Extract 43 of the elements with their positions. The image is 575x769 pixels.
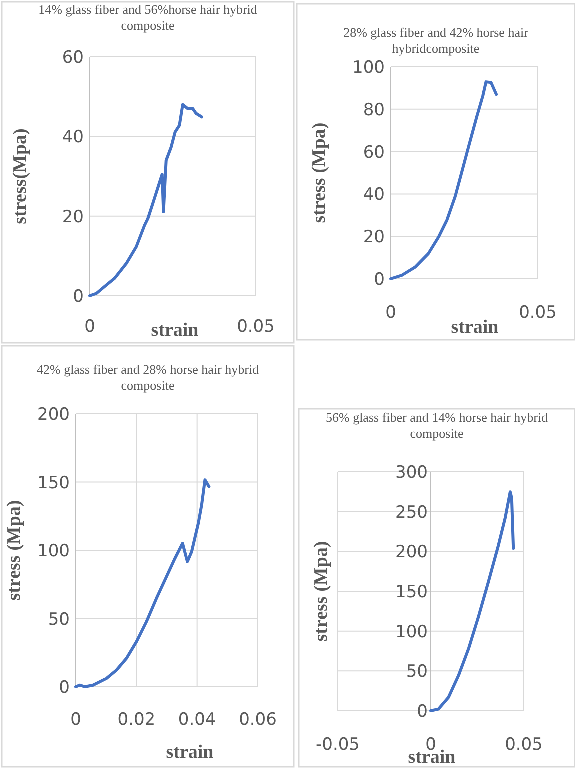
line-series xyxy=(88,103,204,298)
y-tick-label: 0 xyxy=(73,287,84,307)
chart-title: 56% glass fiber and 14% horse hair hybrid composite xyxy=(326,410,549,441)
x-tick-label: 0.05 xyxy=(519,303,557,323)
y-tick-label: 200 xyxy=(396,542,428,563)
y-tick-label: 100 xyxy=(38,542,70,562)
line-series xyxy=(430,490,516,712)
y-tick-label: 40 xyxy=(62,128,84,148)
y-tick-label: 60 xyxy=(363,142,385,163)
x-axis-title: strain xyxy=(166,742,214,763)
y-tick-label: 150 xyxy=(396,582,428,602)
y-tick-label: 50 xyxy=(406,662,428,682)
y-tick-label: 200 xyxy=(38,405,70,425)
y-tick-label: 50 xyxy=(48,610,70,630)
chart-title: 14% glass fiber and 56%horse hair hybrid composite xyxy=(38,2,258,33)
y-tick-label: 80 xyxy=(363,100,385,120)
x-tick-label: 0.04 xyxy=(178,710,216,730)
y-axis-title: stress (Mpa) xyxy=(311,541,332,642)
x-tick-label: 0.02 xyxy=(118,710,156,730)
y-tick-label: 0 xyxy=(374,270,385,290)
y-tick-label: 250 xyxy=(396,502,428,523)
y-tick-label: 40 xyxy=(363,185,385,206)
x-axis-title: strain xyxy=(451,317,500,338)
y-tick-label: 150 xyxy=(38,473,70,494)
chart-title: 28% glass fiber and 42% horse hair hybridcomposite xyxy=(344,25,530,56)
x-tick-label: -0.05 xyxy=(316,735,360,755)
y-tick-label: 100 xyxy=(396,622,428,642)
y-tick-label: 20 xyxy=(62,207,84,228)
y-tick-label: 300 xyxy=(396,463,428,483)
y-axis-title: stress (Mpa) xyxy=(309,122,330,224)
x-tick-label: 0.06 xyxy=(239,710,277,730)
x-tick-label: 0.05 xyxy=(237,317,275,337)
chart-title: 42% glass fiber and 28% horse hair hybrid composite xyxy=(36,362,260,393)
y-axis-title: stress (Mpa) xyxy=(4,500,25,601)
line-series xyxy=(74,478,211,688)
x-axis-title: strain xyxy=(151,320,200,341)
y-tick-label: 100 xyxy=(352,58,385,78)
y-tick-label: 20 xyxy=(363,228,385,248)
y-axis-title: stress(Mpa) xyxy=(10,128,31,224)
y-tick-label: 0 xyxy=(59,678,70,698)
x-tick-label: 0.05 xyxy=(505,735,543,755)
line-series xyxy=(390,80,498,280)
y-tick-label: 60 xyxy=(62,48,84,68)
